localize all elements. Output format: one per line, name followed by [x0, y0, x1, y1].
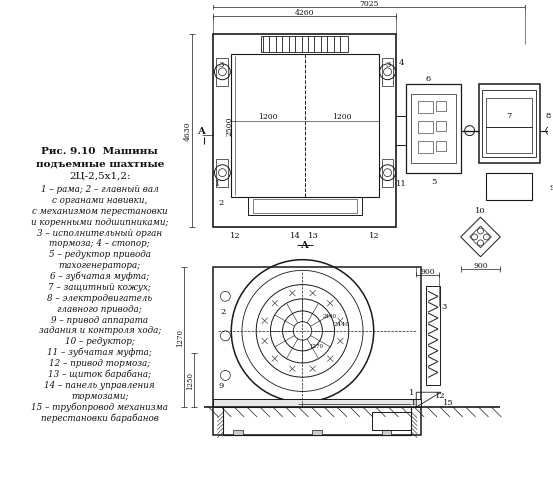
Text: 10 – редуктор;: 10 – редуктор;: [65, 337, 135, 346]
Text: 12: 12: [369, 231, 380, 239]
Bar: [418, 102, 433, 114]
Text: 1250: 1250: [186, 371, 194, 389]
Text: Рис. 9.10  Машины: Рис. 9.10 Машины: [41, 147, 158, 156]
Bar: [436, 142, 446, 152]
Text: 14: 14: [290, 231, 300, 239]
Text: 1: 1: [410, 398, 416, 406]
Bar: [216, 59, 228, 87]
Text: 9: 9: [549, 184, 553, 192]
Bar: [382, 430, 392, 435]
Text: 6 – зубчатая муфта;: 6 – зубчатая муфта;: [50, 271, 149, 281]
Text: с органами навивки,: с органами навивки,: [52, 195, 148, 204]
Text: 8: 8: [545, 112, 550, 120]
Text: А: А: [197, 127, 206, 136]
Bar: [216, 159, 228, 187]
Text: тормозами;: тормозами;: [71, 391, 128, 400]
Text: А: А: [301, 241, 309, 250]
Bar: [426, 287, 440, 386]
Text: 2: 2: [221, 308, 226, 316]
Bar: [487, 98, 532, 128]
Text: 2: 2: [219, 199, 224, 207]
Text: задания и контроля хода;: задания и контроля хода;: [39, 326, 161, 335]
Text: 12: 12: [230, 231, 241, 239]
Text: 1270: 1270: [310, 343, 324, 348]
Text: 4260: 4260: [295, 10, 315, 18]
Text: 5 – редуктор привода: 5 – редуктор привода: [49, 250, 151, 259]
Text: 1: 1: [215, 179, 220, 187]
Text: 10: 10: [475, 207, 486, 215]
Text: 8 – электродвигатель: 8 – электродвигатель: [47, 293, 152, 302]
Bar: [478, 85, 540, 163]
Bar: [213, 267, 421, 435]
Text: 4630: 4630: [184, 122, 192, 141]
Text: подъемные шахтные: подъемные шахтные: [35, 159, 164, 168]
Bar: [253, 200, 357, 214]
Bar: [406, 85, 461, 173]
Bar: [436, 102, 446, 112]
Text: 9 – привод аппарата: 9 – привод аппарата: [51, 315, 148, 324]
Bar: [261, 37, 348, 53]
Text: 2500: 2500: [225, 117, 233, 136]
Bar: [223, 407, 411, 435]
Bar: [418, 122, 433, 134]
Text: 3: 3: [386, 61, 391, 69]
Text: 7: 7: [507, 112, 512, 120]
Text: перестановки барабанов: перестановки барабанов: [41, 412, 159, 422]
Text: 2440: 2440: [333, 322, 350, 327]
Text: 1: 1: [409, 388, 414, 396]
Text: 1270: 1270: [176, 328, 184, 346]
Text: главного привода;: главного привода;: [58, 304, 142, 313]
Text: 12: 12: [435, 391, 445, 399]
Text: 2Ц-2,5х1,2:: 2Ц-2,5х1,2:: [69, 171, 131, 180]
Text: 15: 15: [442, 398, 453, 406]
Text: 12 – привод тормоза;: 12 – привод тормоза;: [49, 358, 150, 367]
Text: 15 – трубопровод механизма: 15 – трубопровод механизма: [32, 401, 168, 411]
Bar: [482, 90, 536, 157]
Text: 13 – щиток барабана;: 13 – щиток барабана;: [48, 369, 152, 378]
Text: тормоза; 4 – стопор;: тормоза; 4 – стопор;: [49, 239, 150, 248]
Text: 3 – исполнительный орган: 3 – исполнительный орган: [37, 228, 163, 237]
Text: 900: 900: [473, 261, 488, 269]
Text: 9: 9: [218, 382, 224, 389]
Bar: [382, 59, 394, 87]
Text: 2440: 2440: [322, 313, 337, 318]
Bar: [213, 399, 421, 407]
Bar: [233, 430, 243, 435]
Bar: [372, 412, 411, 430]
Bar: [248, 198, 362, 216]
Text: и коренными подшипниками;: и коренными подшипниками;: [31, 217, 169, 226]
Text: 1200: 1200: [332, 113, 352, 121]
Text: 3: 3: [441, 303, 447, 311]
Text: тахогенератора;: тахогенератора;: [59, 261, 141, 270]
Text: 13: 13: [307, 231, 319, 239]
Bar: [436, 122, 446, 132]
Bar: [418, 142, 433, 154]
Text: 7 – защитный кожух;: 7 – защитный кожух;: [48, 283, 151, 291]
Text: 14 – панель управления: 14 – панель управления: [44, 380, 155, 389]
Text: 1200: 1200: [258, 113, 278, 121]
Bar: [213, 35, 397, 227]
Bar: [411, 94, 456, 163]
Bar: [487, 128, 532, 154]
Text: 11: 11: [396, 179, 407, 187]
Text: 7025: 7025: [359, 0, 379, 8]
Text: с механизмом перестановки: с механизмом перестановки: [32, 206, 168, 215]
Text: 900: 900: [420, 267, 435, 275]
Bar: [382, 159, 394, 187]
Bar: [312, 430, 322, 435]
Text: 1 – рама; 2 – главный вал: 1 – рама; 2 – главный вал: [41, 185, 159, 193]
Text: 6: 6: [426, 75, 431, 83]
Text: 3: 3: [218, 61, 224, 69]
Bar: [487, 173, 532, 201]
Text: 11 – зубчатая муфта;: 11 – зубчатая муфта;: [48, 347, 152, 357]
Bar: [231, 55, 379, 198]
Text: 4: 4: [399, 59, 404, 67]
Text: 5: 5: [431, 177, 436, 185]
